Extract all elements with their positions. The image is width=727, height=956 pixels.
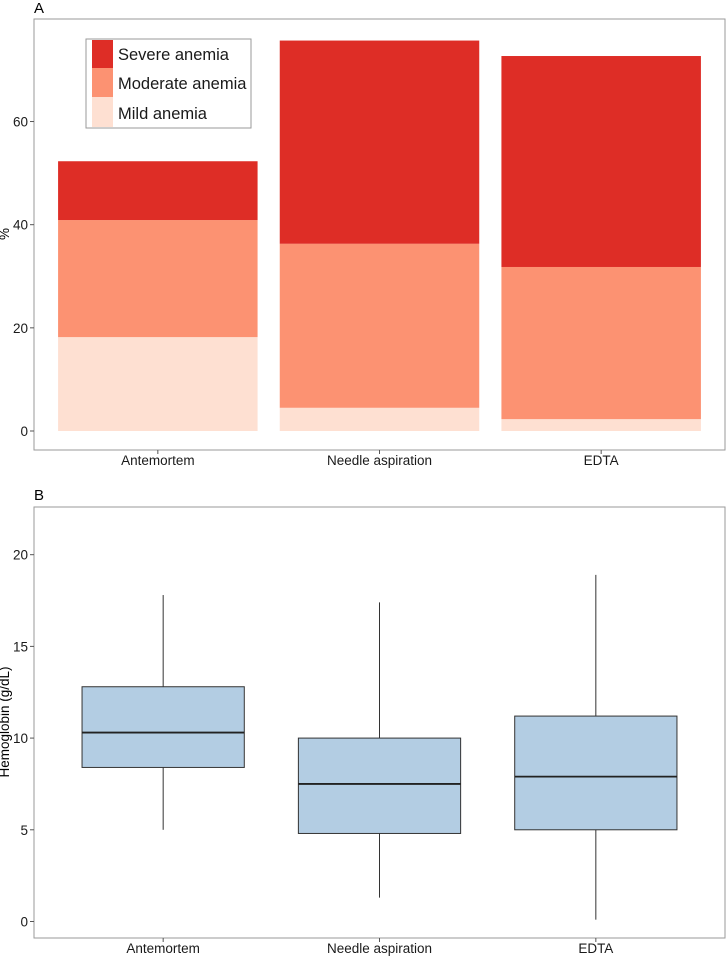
panel-b-x-tick-label-antemortem: Antemortem xyxy=(126,941,200,956)
legend-key-moderate-anemia xyxy=(92,68,113,97)
legend-box xyxy=(85,38,252,129)
panel-a-x-tick-label-edta: EDTA xyxy=(584,453,619,468)
panel-b-y-tick-label-10: 10 xyxy=(13,731,28,746)
box-edta xyxy=(514,715,678,831)
panel-b-x-ticks: Antemortem Needle aspiration EDTA xyxy=(126,938,613,956)
panel-b-boxes xyxy=(81,574,678,920)
legend-key-mild-anemia xyxy=(92,97,113,127)
bar-needle-aspiration-severe-anemia xyxy=(279,40,480,244)
panel-a-bars xyxy=(58,40,701,431)
legend: Severe anemia Moderate anemia Mild anemi… xyxy=(85,38,252,129)
panel-b: B Hemoglobin (g/dL) 0 5 10 15 20 Antemortem N… xyxy=(0,487,726,956)
panel-b-y-tick-label-5: 5 xyxy=(20,823,28,838)
bar-antemortem-severe-anemia xyxy=(58,161,258,221)
panel-a-x-tick-label-antemortem: Antemortem xyxy=(121,453,195,468)
panel-b-x-tick-label-edta: EDTA xyxy=(578,941,613,956)
panel-b-y-tick-label-0: 0 xyxy=(20,914,28,929)
bar-edta-mild-anemia xyxy=(501,419,701,431)
legend-label-severe-anemia: Severe anemia xyxy=(118,46,230,64)
bar-antemortem-mild-anemia xyxy=(58,337,258,431)
legend-key-severe-anemia xyxy=(92,40,113,68)
panel-b-x-tick-label-needle-aspiration: Needle aspiration xyxy=(327,941,432,956)
panel-a-y-ticks: 0 20 40 60 xyxy=(13,115,34,439)
panel-b-y-tick-label-20: 20 xyxy=(13,548,28,563)
legend-label-mild-anemia: Mild anemia xyxy=(118,105,208,123)
bar-needle-aspiration-mild-anemia xyxy=(279,407,480,431)
box-needle-aspiration xyxy=(297,737,462,834)
panel-a: A % 0 20 40 60 Antemortem Needle aspiration E… xyxy=(0,0,726,468)
panel-a-y-tick-label-20: 20 xyxy=(13,321,28,336)
panel-a-x-ticks: Antemortem Needle aspiration EDTA xyxy=(121,450,619,468)
panel-a-y-axis-title: % xyxy=(0,228,12,240)
panel-a-y-tick-label-0: 0 xyxy=(20,424,28,439)
bar-edta-severe-anemia xyxy=(501,56,701,267)
panel-a-y-tick-label-40: 40 xyxy=(13,218,28,233)
panel-a-tag: A xyxy=(34,0,44,17)
bar-edta-moderate-anemia xyxy=(501,266,701,420)
bar-antemortem-moderate-anemia xyxy=(58,220,258,338)
legend-label-moderate-anemia: Moderate anemia xyxy=(118,75,247,93)
panel-b-y-tick-label-15: 15 xyxy=(13,639,28,654)
box-antemortem xyxy=(81,686,245,768)
panel-b-y-ticks: 0 5 10 15 20 xyxy=(13,548,34,929)
panel-a-x-tick-label-needle-aspiration: Needle aspiration xyxy=(327,453,432,468)
panel-b-y-axis-title: Hemoglobin (g/dL) xyxy=(0,666,12,777)
bar-needle-aspiration-moderate-anemia xyxy=(279,243,480,408)
panel-a-y-tick-label-60: 60 xyxy=(13,115,28,130)
panel-b-tag: B xyxy=(34,487,44,504)
